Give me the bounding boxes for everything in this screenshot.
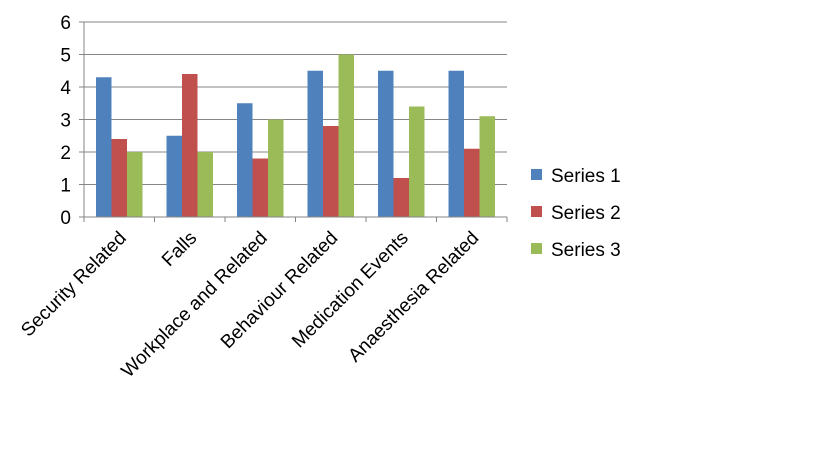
legend-label: Series 2: [551, 203, 621, 224]
bar: [323, 126, 339, 217]
legend-label: Series 3: [551, 240, 621, 261]
bar: [378, 70, 394, 217]
y-tick-label: 3: [60, 111, 71, 132]
bar: [111, 139, 127, 217]
y-tick-label: 6: [60, 13, 71, 34]
y-tick-label: 5: [60, 46, 71, 67]
bar: [182, 74, 198, 217]
bar: [166, 135, 182, 217]
y-tick-labels: 0 1 2 3 4 5 6: [60, 13, 71, 229]
x-tick-label: Medication Events: [288, 228, 413, 353]
bar: [197, 152, 213, 217]
bar: [268, 119, 284, 217]
x-tick-label: Workplace and Related: [118, 228, 272, 382]
bar: [479, 116, 495, 217]
bar: [448, 70, 464, 217]
y-tick-label: 1: [60, 176, 71, 197]
legend: Series 1 Series 2 Series 3: [531, 166, 621, 261]
y-tick-label: 4: [60, 78, 71, 99]
y-tick-label: 0: [60, 208, 71, 229]
y-tick-label: 2: [60, 143, 71, 164]
gridlines: [84, 21, 507, 185]
bar: [393, 178, 409, 217]
legend-label: Series 1: [551, 166, 621, 187]
axes: [79, 21, 508, 222]
x-tick-label: Behaviour Related: [217, 228, 342, 353]
bar: [127, 152, 143, 217]
legend-swatch: [531, 169, 542, 180]
legend-swatch: [531, 243, 542, 254]
bar: [464, 148, 480, 217]
bar: [96, 77, 112, 217]
bar: [252, 158, 268, 217]
bar: [338, 54, 354, 217]
bar: [409, 106, 425, 217]
bar: [237, 103, 253, 217]
x-tick-label: Security Related: [17, 228, 130, 341]
bar: [307, 70, 323, 217]
x-tick-label: Anaesthesia Related: [344, 228, 483, 367]
legend-swatch: [531, 206, 542, 217]
bars: [96, 54, 495, 217]
x-tick-label: Falls: [158, 228, 201, 271]
